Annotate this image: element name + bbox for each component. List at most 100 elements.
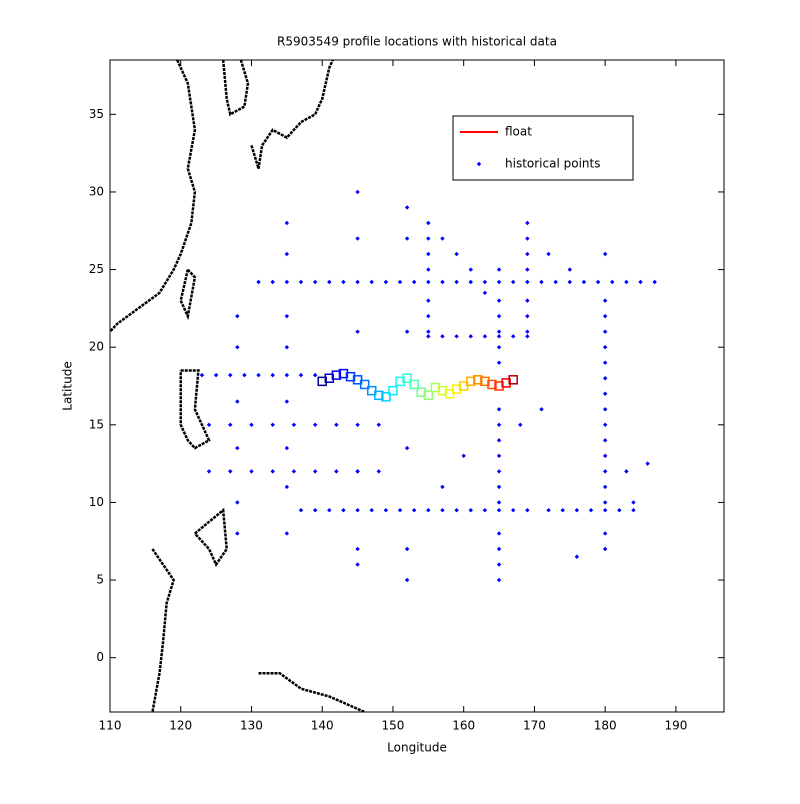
- historical-point: [468, 279, 473, 285]
- historical-point: [440, 484, 445, 490]
- historical-point: [525, 507, 530, 513]
- historical-point: [588, 507, 594, 513]
- historical-point: [440, 334, 445, 339]
- historical-point: [496, 500, 502, 505]
- historical-point: [482, 279, 488, 285]
- historical-point: [454, 507, 459, 513]
- x-tick-label: 190: [664, 719, 687, 733]
- coastline: [258, 671, 366, 712]
- float-point: [508, 375, 518, 385]
- historical-point: [312, 469, 318, 474]
- coastline: [110, 60, 197, 333]
- historical-point: [284, 251, 290, 257]
- y-tick-label: 35: [89, 107, 104, 121]
- historical-point: [468, 267, 473, 272]
- float-point: [317, 376, 327, 387]
- historical-point: [617, 507, 622, 513]
- historical-point: [496, 438, 502, 443]
- historical-point: [213, 372, 219, 378]
- historical-point: [426, 279, 431, 285]
- historical-point: [355, 422, 360, 428]
- historical-point: [397, 279, 403, 285]
- historical-point: [567, 279, 572, 285]
- historical-point: [496, 298, 502, 303]
- historical-point: [228, 469, 233, 474]
- historical-point: [539, 407, 544, 412]
- historical-point: [525, 298, 530, 303]
- float-point: [395, 376, 405, 387]
- float-point: [416, 387, 426, 397]
- historical-point: [355, 189, 360, 195]
- plot-frame: [109, 59, 725, 713]
- historical-point: [298, 279, 304, 285]
- float-point: [466, 376, 476, 387]
- historical-point: [228, 372, 233, 378]
- historical-point: [581, 279, 587, 285]
- historical-point: [482, 290, 488, 296]
- historical-point: [284, 279, 290, 285]
- historical-point: [341, 507, 346, 513]
- historical-point: [511, 334, 516, 339]
- historical-point: [270, 422, 275, 428]
- historical-point: [454, 251, 459, 257]
- historical-point: [256, 279, 261, 285]
- float-point: [374, 390, 384, 401]
- historical-point: [426, 236, 431, 241]
- historical-point: [631, 507, 636, 513]
- historical-point: [206, 422, 212, 428]
- historical-point: [426, 507, 431, 513]
- historical-point: [270, 469, 275, 474]
- historical-point: [404, 236, 410, 241]
- historical-point: [602, 329, 608, 334]
- float-point: [338, 368, 349, 379]
- y-tick-label: 25: [89, 262, 104, 276]
- historical-point: [426, 298, 431, 303]
- historical-point: [404, 546, 410, 552]
- historical-point: [454, 334, 459, 339]
- historical-point: [525, 267, 530, 272]
- historical-point: [602, 313, 608, 319]
- historical-point: [426, 329, 431, 334]
- y-tick-label: 30: [89, 184, 104, 198]
- historical-point: [525, 220, 530, 226]
- x-tick-label: 130: [240, 719, 263, 733]
- historical-point: [235, 445, 240, 451]
- historical-point: [496, 531, 502, 536]
- historical-point: [496, 546, 502, 552]
- historical-point: [546, 251, 551, 257]
- historical-point: [546, 507, 551, 513]
- historical-point: [602, 251, 608, 257]
- legend-box: [452, 115, 634, 181]
- historical-point: [404, 329, 410, 334]
- historical-point: [256, 372, 261, 378]
- historical-point: [298, 372, 304, 378]
- historical-point: [426, 267, 431, 272]
- historical-point: [369, 279, 374, 285]
- historical-point: [327, 507, 332, 513]
- historical-point: [602, 507, 608, 513]
- historical-point: [645, 461, 650, 466]
- x-axis-label: Longitude: [387, 741, 447, 755]
- historical-point: [602, 546, 608, 552]
- historical-point: [376, 422, 382, 428]
- historical-point: [602, 298, 608, 303]
- coastline: [221, 60, 250, 117]
- historical-point: [461, 453, 466, 459]
- historical-point: [341, 279, 346, 285]
- historical-point: [404, 577, 410, 583]
- historical-point: [355, 329, 360, 334]
- historical-point: [511, 507, 516, 513]
- historical-point: [291, 422, 297, 428]
- coastline: [193, 507, 229, 568]
- historical-point: [284, 313, 290, 319]
- float-point: [402, 373, 412, 383]
- float-point: [480, 376, 490, 387]
- historical-point: [496, 344, 502, 350]
- coastline: [179, 369, 211, 450]
- historical-point: [496, 453, 502, 459]
- historical-point: [496, 422, 502, 428]
- plot-area: [110, 60, 657, 712]
- historical-point: [602, 500, 608, 505]
- historical-point: [284, 372, 290, 378]
- historical-point: [404, 445, 410, 451]
